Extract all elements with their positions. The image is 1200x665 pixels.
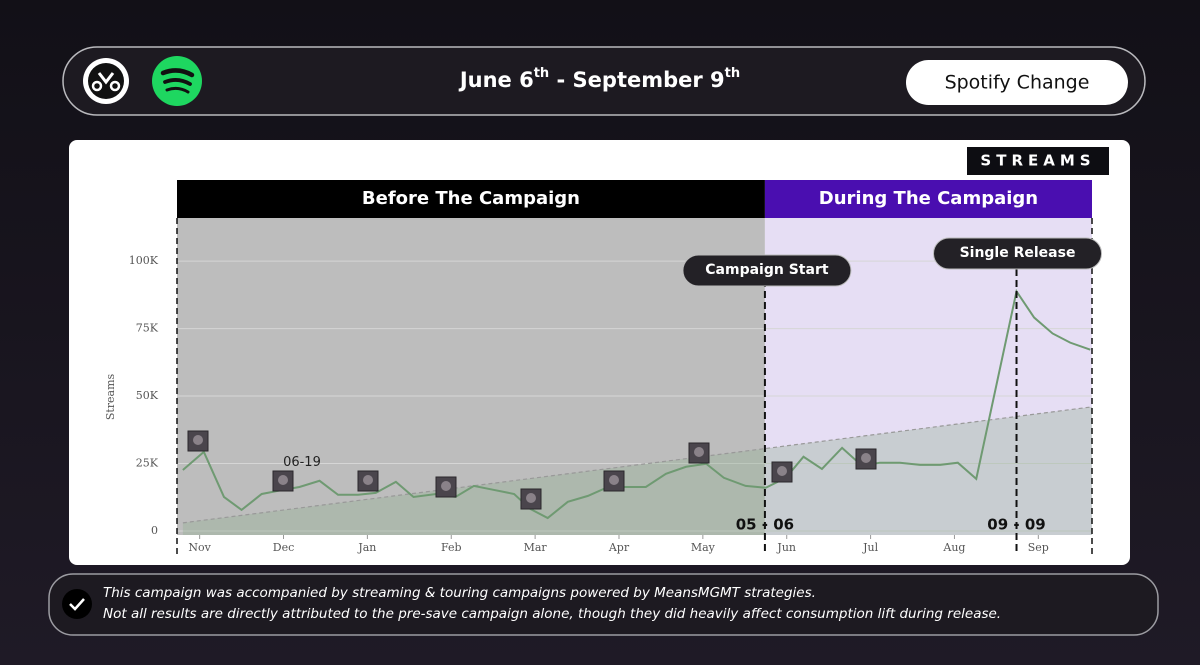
point-label: 06-19: [283, 455, 321, 470]
annotation-date: 05 - 06: [736, 516, 794, 534]
avatar-face: [441, 481, 451, 491]
x-tick-label: May: [691, 541, 716, 554]
header-title: June 6th - September 9th: [458, 66, 740, 93]
footer-line: This campaign was accompanied by streami…: [103, 585, 816, 601]
x-tick-label: Jan: [357, 541, 376, 554]
y-axis-label: Streams: [104, 373, 117, 420]
avatar-face: [609, 475, 619, 485]
y-tick-label: 50K: [136, 389, 159, 402]
title-sup: th: [725, 66, 740, 81]
title-part: June 6: [458, 68, 534, 92]
badge-label: STREAMS: [980, 152, 1095, 170]
region-header: [764, 180, 1092, 218]
avatar-face: [526, 493, 536, 503]
line: [182, 288, 1091, 520]
avatar-face: [777, 466, 787, 476]
avatar-face: [278, 475, 288, 485]
y-tick-label: 25K: [136, 457, 159, 470]
region-label: Before The Campaign: [362, 188, 580, 209]
badge: [967, 147, 1109, 175]
avatar-face: [193, 435, 203, 445]
trend-area: [182, 406, 1092, 535]
check-icon: [62, 589, 92, 619]
x-tick-label: Jul: [862, 541, 878, 554]
x-tick-label: Sep: [1028, 541, 1049, 554]
annotation-pill: [682, 254, 852, 287]
x-tick-label: Apr: [608, 541, 630, 554]
spotify-change-button[interactable]: [906, 60, 1128, 105]
x-tick-label: Feb: [441, 541, 462, 554]
region-header: [177, 180, 765, 218]
button-label[interactable]: Spotify Change: [945, 72, 1090, 94]
annotation-label: Single Release: [960, 245, 1076, 261]
x-tick-label: Nov: [188, 541, 211, 554]
y-tick-label: 75K: [136, 322, 159, 335]
region-label: During The Campaign: [819, 188, 1038, 209]
title-sup: th: [534, 66, 549, 81]
avatar-face: [363, 475, 373, 485]
x-tick-label: Aug: [942, 541, 965, 554]
brand-logo: [83, 58, 129, 104]
annotation-date: 09 - 09: [987, 516, 1045, 534]
top-bar: [62, 46, 1146, 116]
annotation-label: Campaign Start: [705, 262, 829, 278]
avatar-face: [861, 453, 871, 463]
plot: Before The Campaign During The Campaign 0 2…: [129, 180, 1103, 555]
trend-line: [182, 406, 1092, 524]
y-tick-label: 0: [151, 524, 158, 537]
title-part: - September 9: [549, 68, 724, 92]
avatar-face: [694, 447, 704, 457]
footer-box: [48, 573, 1159, 636]
footer-line: Not all results are directly attributed …: [103, 606, 1001, 622]
x-tick-label: Dec: [273, 541, 295, 554]
annotation-pill: [933, 237, 1103, 270]
spotify-logo: [152, 56, 202, 106]
x-tick-label: Jun: [776, 541, 796, 554]
y-tick-label: 100K: [129, 254, 159, 267]
x-tick-label: Mar: [524, 541, 548, 554]
